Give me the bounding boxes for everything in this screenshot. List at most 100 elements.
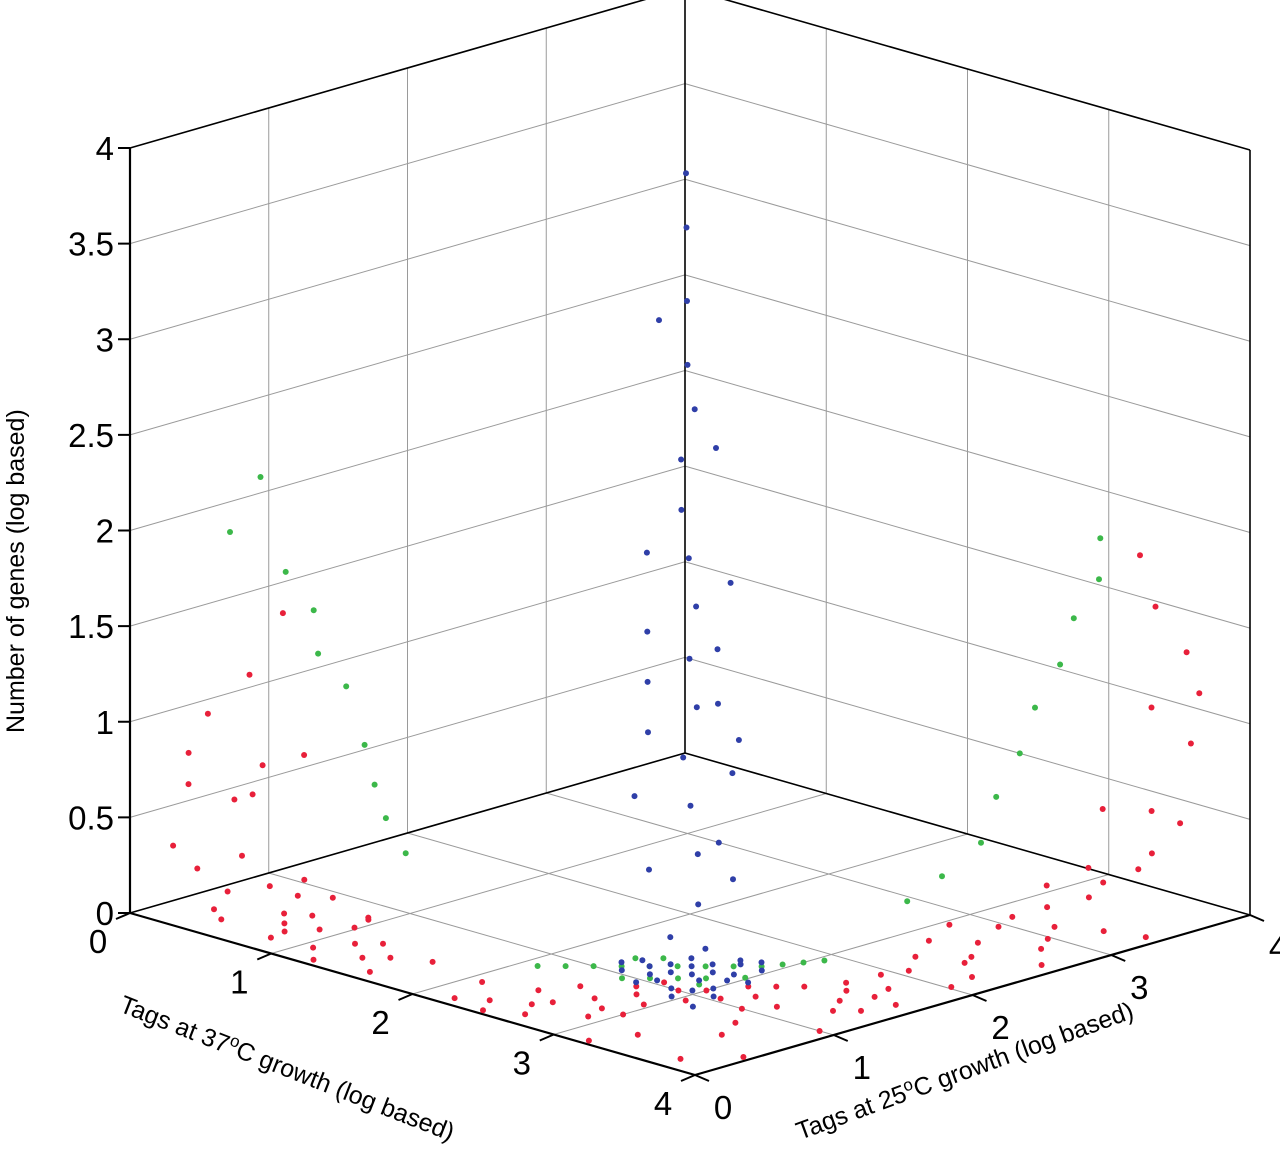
- blue-data-point: [693, 603, 700, 610]
- red-data-point: [451, 995, 458, 1002]
- blue-data-point: [643, 549, 650, 556]
- red-data-point: [877, 971, 884, 978]
- red-data-point: [1183, 649, 1190, 656]
- red-data-point: [211, 906, 217, 913]
- y-tick-mark: [1249, 914, 1265, 922]
- blue-data-point: [680, 754, 687, 761]
- blue-data-point: [644, 678, 651, 685]
- wall-grid-line: [723, 0, 1251, 151]
- floor-grid-line: [553, 874, 1109, 1035]
- wall-grid-line: [684, 656, 1251, 820]
- red-data-point: [843, 979, 850, 986]
- z-tick-label: 0: [96, 895, 114, 932]
- blue-data-point: [713, 445, 719, 451]
- green-data-point: [343, 683, 350, 690]
- red-data-point: [281, 928, 288, 935]
- green-data-point: [800, 959, 807, 966]
- green-data-point: [939, 873, 945, 880]
- red-data-point: [1148, 704, 1155, 711]
- green-data-point: [660, 955, 667, 962]
- green-data-point: [371, 781, 378, 788]
- y-tick-mark: [972, 994, 987, 1002]
- blue-data-point: [709, 969, 716, 976]
- blue-data-point: [729, 770, 736, 777]
- y-tick-mark: [1110, 954, 1126, 962]
- grid-layer: [129, 0, 1251, 1076]
- y-tick-label: 3: [1130, 969, 1148, 1006]
- red-data-point: [359, 954, 366, 961]
- green-data-point: [562, 963, 569, 970]
- red-data-point: [577, 983, 584, 990]
- blue-data-point: [696, 977, 703, 984]
- red-data-point: [387, 954, 394, 961]
- blue-data-point: [684, 298, 690, 304]
- blue-data-point: [758, 967, 765, 974]
- blue-data-point: [710, 993, 717, 1000]
- red-data-point: [231, 796, 238, 803]
- blue-data-point: [689, 987, 696, 994]
- green-data-point: [674, 963, 681, 970]
- blue-data-point: [678, 456, 685, 463]
- red-data-point: [633, 991, 640, 998]
- red-data-point: [310, 956, 317, 963]
- wall-grid-line: [684, 274, 1251, 438]
- blue-data-point: [667, 969, 674, 976]
- blue-data-point: [685, 555, 692, 562]
- z-tick-label: 2.5: [68, 417, 114, 454]
- red-data-point: [885, 985, 892, 992]
- red-data-point: [266, 883, 273, 890]
- green-data-point: [675, 975, 681, 982]
- wall-grid-line: [129, 465, 686, 627]
- blue-data-point: [702, 945, 709, 952]
- green-data-point: [1070, 615, 1077, 622]
- x-tick-mark: [398, 993, 413, 1001]
- blue-data-point: [646, 866, 652, 873]
- blue-data-point: [684, 361, 691, 368]
- red-data-point: [836, 997, 843, 1004]
- green-data-point: [257, 474, 264, 480]
- red-data-point: [301, 752, 308, 758]
- x-tick-label: 1: [230, 964, 248, 1001]
- z-tick-label: 3.5: [68, 226, 114, 263]
- x-tick-label: 2: [371, 1004, 389, 1041]
- red-data-point: [351, 924, 358, 931]
- blue-data-point: [688, 963, 695, 970]
- z-tick-label: 2: [96, 513, 114, 550]
- red-data-point: [948, 984, 955, 990]
- green-data-point: [1096, 576, 1102, 583]
- red-data-point: [591, 995, 598, 1002]
- blue-data-point: [714, 646, 721, 653]
- red-data-point: [1099, 806, 1106, 812]
- red-data-point: [830, 1007, 836, 1014]
- red-data-point: [249, 791, 256, 798]
- wall-grid-line: [684, 752, 1251, 916]
- red-data-point: [480, 1007, 486, 1014]
- red-data-point: [281, 910, 288, 917]
- blue-data-point: [646, 971, 653, 978]
- wall-grid-line: [129, 752, 686, 914]
- red-data-point: [682, 997, 689, 1004]
- blue-data-point: [645, 729, 651, 736]
- red-data-point: [1044, 904, 1051, 911]
- wall-grid-line: [684, 178, 1251, 342]
- red-data-point: [281, 920, 288, 927]
- axis-frame: [115, 0, 1265, 1082]
- red-data-point: [1085, 894, 1092, 901]
- red-data-point: [267, 934, 274, 941]
- blue-data-point: [730, 876, 736, 883]
- green-data-point: [534, 963, 541, 969]
- red-data-point: [1038, 945, 1045, 952]
- blue-data-point: [735, 737, 742, 743]
- red-data-point: [1196, 690, 1203, 697]
- red-data-point: [316, 926, 323, 933]
- blue-data-point: [689, 1003, 696, 1010]
- wall-grid-line: [129, 370, 686, 531]
- z-tick-label: 0.5: [68, 799, 114, 836]
- blue-data-point: [668, 985, 675, 992]
- red-data-point: [912, 953, 919, 960]
- red-data-point: [773, 983, 780, 990]
- green-data-point: [702, 963, 709, 970]
- green-data-point: [310, 607, 317, 614]
- blue-data-point: [709, 961, 716, 968]
